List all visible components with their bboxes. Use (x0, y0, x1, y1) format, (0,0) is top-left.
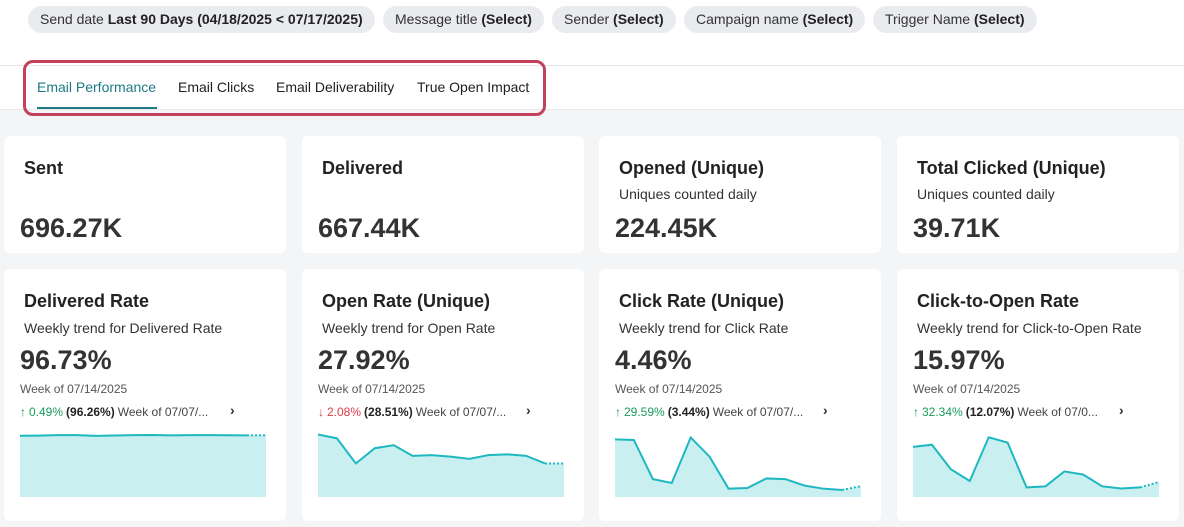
comparison: ↑ 0.49% (96.26%) Week of 07/07/... (20, 404, 208, 420)
comparison: ↓ 2.08% (28.51%) Week of 07/07/... (318, 404, 506, 420)
card-week: Week of 07/14/2025 (615, 382, 723, 396)
chevron-right-icon[interactable]: › (526, 402, 531, 418)
card-title: Delivered (322, 158, 404, 178)
trend-up-icon: ↑ (20, 405, 26, 419)
summary-card-sent: Sent 696.27K (4, 136, 286, 253)
tab-email-deliverability[interactable]: Email Deliverability (276, 79, 395, 95)
card-subtitle: Uniques counted daily (619, 186, 757, 202)
card-value: 96.73% (20, 345, 112, 375)
card-title: Open Rate (Unique) (322, 291, 491, 311)
comparison: ↑ 32.34% (12.07%) Week of 07/0... (913, 404, 1098, 420)
filter-label: Trigger Name (885, 11, 971, 27)
card-subtitle: Weekly trend for Click-to-Open Rate (917, 320, 1142, 336)
card-title: Click-to-Open Rate (917, 291, 1080, 311)
previous-value: (12.07%) (965, 405, 1015, 419)
filter-chip-message-title[interactable]: Message title (Select) (383, 6, 544, 33)
card-value: 39.71K (913, 213, 1001, 243)
sparkline-line (318, 433, 546, 465)
summary-card-opened: Opened (Unique) Uniques counted daily 22… (599, 136, 881, 253)
previous-week: Week of 07/07/... (712, 405, 804, 419)
previous-value: (96.26%) (66, 405, 115, 419)
card-week: Week of 07/14/2025 (913, 382, 1021, 396)
chevron-right-icon[interactable]: › (230, 402, 235, 418)
card-subtitle: Weekly trend for Open Rate (322, 320, 496, 336)
trend-down-icon: ↓ (318, 405, 324, 419)
filter-value: (Select) (973, 11, 1025, 27)
trend-up-icon: ↑ (615, 405, 621, 419)
sparkline-line (615, 435, 843, 491)
card-title: Total Clicked (Unique) (917, 158, 1106, 178)
previous-week: Week of 07/07/... (117, 405, 209, 419)
card-subtitle: Weekly trend for Delivered Rate (24, 320, 223, 336)
sparkline-projection (1139, 481, 1159, 489)
sparkline-projection (841, 485, 861, 491)
trend-card-open-rate: Open Rate (Unique) Weekly trend for Open… (302, 269, 584, 521)
filter-label: Message title (395, 11, 478, 27)
card-title: Opened (Unique) (619, 158, 764, 178)
active-tab-indicator (37, 107, 157, 109)
trend-card-click-rate: Click Rate (Unique) Weekly trend for Cli… (599, 269, 881, 521)
card-subtitle: Uniques counted daily (917, 186, 1055, 202)
card-value: 15.97% (913, 345, 1005, 375)
sparkline (913, 436, 1159, 497)
filter-value: (Select) (613, 11, 664, 27)
card-title: Click Rate (Unique) (619, 291, 785, 311)
filter-chip-send-date[interactable]: Send date Last 90 Days (04/18/2025 < 07/… (28, 6, 375, 33)
chevron-right-icon[interactable]: › (1119, 402, 1124, 418)
filter-value: Last 90 Days (04/18/2025 < 07/17/2025) (107, 11, 363, 27)
previous-value: (28.51%) (364, 405, 413, 419)
trend-card-click-to-open-rate: Click-to-Open Rate Weekly trend for Clic… (897, 269, 1179, 521)
sparkline-area (20, 435, 266, 497)
previous-week: Week of 07/07/... (415, 405, 507, 419)
sparkline-area (615, 437, 861, 497)
change-percent: 32.34% (922, 405, 963, 419)
card-value: 27.92% (318, 345, 410, 375)
filter-chip-campaign-name[interactable]: Campaign name (Select) (684, 6, 866, 33)
trend-card-delivered-rate: Delivered Rate Weekly trend for Delivere… (4, 269, 286, 521)
trend-up-icon: ↑ (913, 405, 919, 419)
summary-card-total-clicked: Total Clicked (Unique) Uniques counted d… (897, 136, 1179, 253)
card-value: 667.44K (318, 213, 421, 243)
tabs-highlight-box (23, 60, 546, 116)
tab-email-clicks[interactable]: Email Clicks (178, 79, 255, 95)
sparkline (615, 435, 861, 497)
filter-label: Sender (564, 11, 610, 27)
tab-bar (0, 66, 1184, 110)
comparison: ↑ 29.59% (3.44%) Week of 07/07/... (615, 404, 803, 420)
sparkline (318, 433, 564, 497)
previous-week: Week of 07/0... (1017, 405, 1098, 419)
card-subtitle: Weekly trend for Click Rate (619, 320, 789, 336)
previous-value: (3.44%) (667, 405, 710, 419)
filter-chip-trigger-name[interactable]: Trigger Name (Select) (873, 6, 1037, 33)
tab-email-performance[interactable]: Email Performance (37, 79, 157, 95)
card-value: 4.46% (615, 345, 692, 375)
summary-card-delivered: Delivered 667.44K (302, 136, 584, 253)
sparkline (20, 434, 266, 497)
change-percent: 0.49% (29, 405, 64, 419)
sparkline-line (913, 436, 1141, 490)
filter-label: Campaign name (696, 11, 799, 27)
sparkline-line (20, 434, 248, 437)
filter-value: (Select) (481, 11, 532, 27)
filter-value: (Select) (802, 11, 854, 27)
card-value: 224.45K (615, 213, 718, 243)
chevron-right-icon[interactable]: › (823, 402, 828, 418)
filter-label: Send date (40, 11, 104, 27)
sparkline-area (913, 437, 1159, 497)
sparkline-area (318, 434, 564, 497)
card-title: Sent (24, 158, 64, 178)
tab-true-open-impact[interactable]: True Open Impact (417, 79, 530, 95)
filter-chip-sender[interactable]: Sender (Select) (552, 6, 676, 33)
card-value: 696.27K (20, 213, 123, 243)
card-title: Delivered Rate (24, 291, 150, 311)
change-percent: 2.08% (327, 405, 362, 419)
change-percent: 29.59% (624, 405, 665, 419)
card-week: Week of 07/14/2025 (20, 382, 128, 396)
card-week: Week of 07/14/2025 (318, 382, 426, 396)
filter-bar: Send date Last 90 Days (04/18/2025 < 07/… (0, 0, 1184, 66)
